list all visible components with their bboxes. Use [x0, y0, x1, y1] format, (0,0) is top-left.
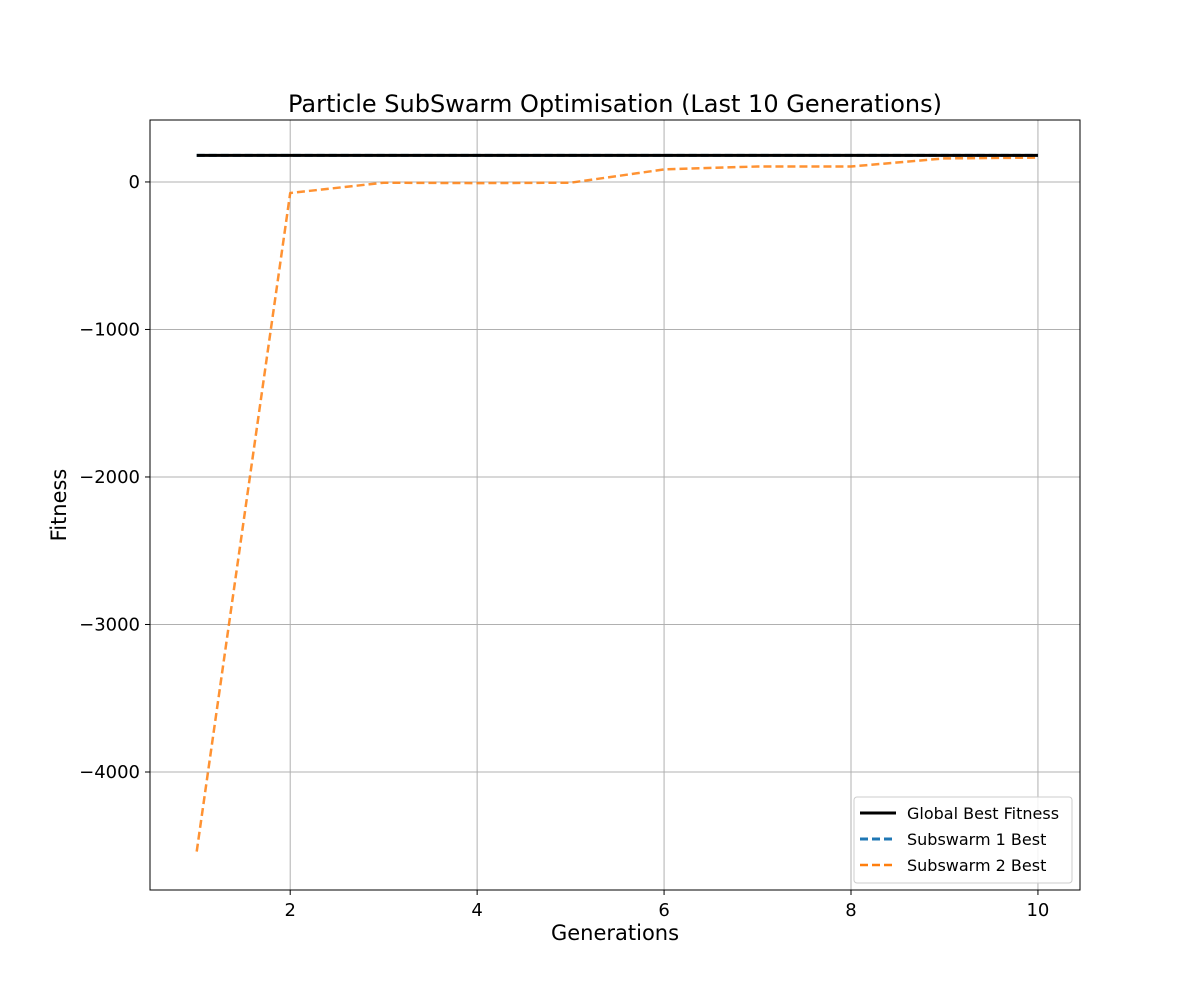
legend: Global Best Fitness Subswarm 1 Best Subswa… — [853, 796, 1073, 884]
legend-box — [853, 796, 1073, 884]
x-tick-label: 2 — [284, 900, 295, 921]
y-tick-label: 0 — [129, 172, 140, 193]
legend-label: Subswarm 2 Best — [907, 856, 1046, 875]
chart-title: Particle SubSwarm Optimisation (Last 10 … — [288, 90, 942, 118]
x-tick-label: 4 — [471, 900, 482, 921]
y-tick-label: −2000 — [79, 467, 140, 488]
x-tick-label: 6 — [658, 900, 669, 921]
grid-lines — [150, 120, 1080, 890]
legend-label: Global Best Fitness — [907, 804, 1059, 823]
x-axis-label: Generations — [551, 921, 679, 945]
series-lines — [195, 153, 1038, 852]
x-tick-label: 10 — [1026, 900, 1049, 921]
y-tick-label: −3000 — [79, 614, 140, 635]
y-axis-label: Fitness — [47, 469, 71, 542]
series-line-3 — [195, 156, 1038, 852]
x-tick-label: 8 — [845, 900, 856, 921]
legend-label: Subswarm 1 Best — [907, 830, 1046, 849]
y-axis-ticks: 0 −1000 −2000 −3000 −4000 — [79, 172, 150, 783]
plot-area-frame — [149, 119, 1081, 891]
y-tick-label: −1000 — [79, 319, 140, 340]
y-tick-label: −4000 — [79, 762, 140, 783]
x-axis-ticks: 2 4 6 8 10 — [284, 890, 1049, 921]
